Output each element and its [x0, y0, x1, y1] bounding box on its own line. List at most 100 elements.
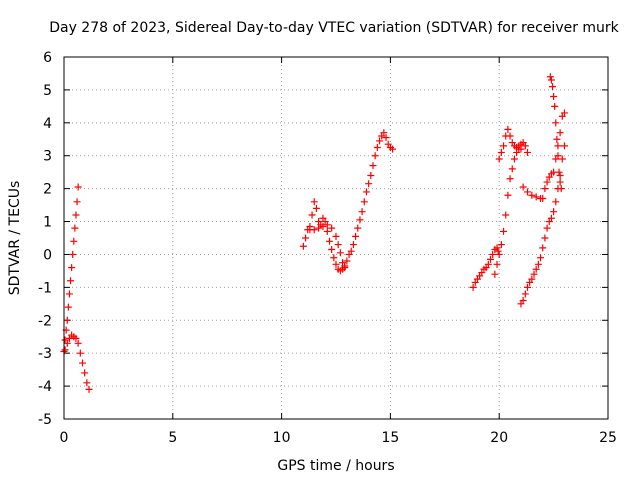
data-point [534, 260, 542, 268]
data-point [556, 171, 564, 179]
data-point [532, 193, 540, 201]
data-point [539, 195, 547, 203]
data-point [484, 260, 492, 268]
data-point [532, 265, 540, 273]
data-point [494, 247, 502, 255]
grid [64, 57, 608, 419]
data-point [376, 137, 384, 145]
data-point [539, 244, 547, 252]
data-point [310, 198, 318, 206]
data-point [373, 144, 381, 151]
y-tick-label: 0 [43, 247, 52, 263]
data-point [560, 109, 568, 117]
data-point [347, 247, 355, 255]
y-tick-label: 5 [43, 83, 52, 99]
data-point [312, 204, 320, 212]
y-tick-label: -5 [38, 412, 52, 428]
data-point [495, 250, 503, 258]
data-point [83, 379, 91, 387]
data-point [356, 216, 364, 224]
data-point [495, 155, 503, 163]
data-point [358, 208, 366, 216]
data-point [549, 83, 557, 91]
data-point [541, 185, 549, 193]
data-point [315, 224, 323, 232]
y-tick-label: -2 [38, 313, 52, 329]
data-point [76, 349, 84, 357]
data-points [60, 73, 568, 393]
data-point [528, 191, 536, 199]
data-point [72, 211, 80, 219]
y-tick-label: -3 [38, 346, 52, 362]
data-point [319, 222, 327, 230]
data-point [73, 198, 81, 206]
data-point [497, 148, 505, 156]
data-point [504, 125, 512, 133]
data-point [546, 73, 554, 81]
data-point [69, 250, 77, 258]
data-point [64, 303, 72, 311]
data-point [323, 227, 331, 235]
data-point [339, 259, 347, 267]
data-point [330, 254, 338, 262]
chart-title: Day 278 of 2023, Sidereal Day-to-day VTE… [49, 20, 619, 36]
data-point [493, 244, 501, 252]
data-point [369, 162, 377, 170]
data-point [556, 129, 564, 137]
data-point [560, 142, 568, 150]
data-point [506, 175, 514, 183]
data-point [328, 246, 336, 254]
data-point [528, 275, 536, 283]
data-point [547, 214, 555, 222]
data-point [328, 224, 336, 232]
data-point [558, 155, 566, 163]
x-tick-label: 0 [60, 430, 69, 446]
data-point [523, 283, 531, 291]
data-point [63, 316, 71, 324]
x-tick-label: 10 [273, 430, 291, 446]
data-point [521, 290, 529, 298]
data-point [336, 249, 344, 257]
x-tick-label: 25 [599, 430, 617, 446]
data-point [500, 227, 508, 235]
data-point [63, 339, 71, 347]
data-point [486, 255, 494, 263]
data-point [354, 224, 362, 232]
data-point [371, 152, 379, 160]
data-point [541, 234, 549, 242]
data-point [469, 283, 477, 291]
data-point [74, 339, 82, 347]
data-point [547, 76, 555, 84]
data-point [325, 237, 333, 245]
data-point [519, 297, 527, 305]
data-point [543, 178, 551, 186]
data-point [543, 224, 551, 232]
data-point [81, 369, 89, 377]
data-point [500, 142, 508, 150]
data-point [70, 237, 78, 245]
x-tick-label: 15 [381, 430, 399, 446]
data-point [550, 208, 558, 216]
data-point [308, 211, 316, 219]
data-point [365, 180, 373, 188]
data-point [497, 241, 505, 249]
y-tick-label: 6 [43, 50, 52, 66]
y-tick-label: -1 [38, 280, 52, 296]
data-point [521, 142, 529, 150]
data-point [71, 224, 79, 232]
data-point [523, 188, 531, 196]
data-point [506, 132, 514, 140]
data-point [550, 92, 558, 100]
data-point [555, 168, 563, 176]
data-point [68, 264, 76, 272]
data-point [78, 359, 86, 367]
data-point [523, 148, 531, 156]
data-point [380, 129, 388, 137]
data-point [61, 346, 69, 354]
y-tick-label: 1 [43, 215, 52, 231]
data-point [510, 155, 518, 163]
data-point [362, 188, 370, 196]
data-point [491, 270, 499, 278]
data-point [502, 211, 510, 219]
data-point [74, 183, 82, 191]
